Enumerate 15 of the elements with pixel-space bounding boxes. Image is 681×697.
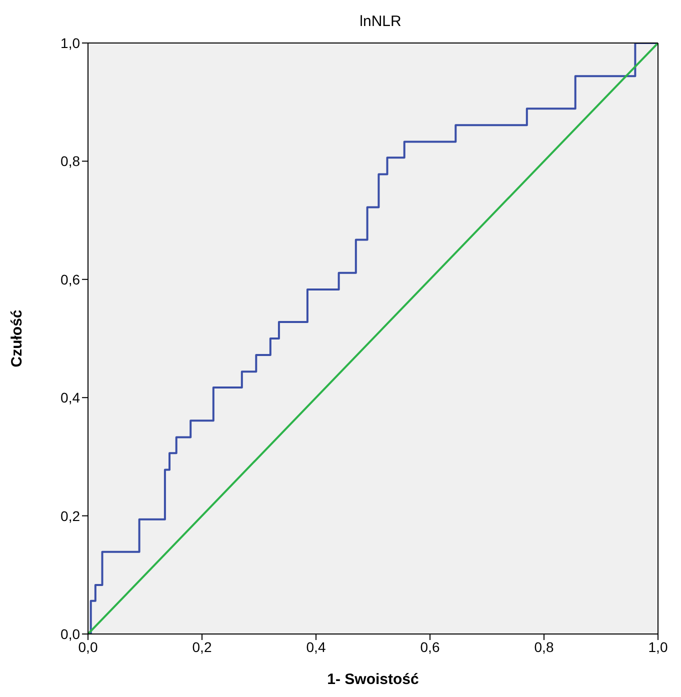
x-tick-label: 0,2 xyxy=(192,638,212,655)
y-tick-label: 0,6 xyxy=(60,271,80,288)
y-tick-label: 0,2 xyxy=(60,508,80,524)
y-tick-label: 0,8 xyxy=(60,153,80,170)
y-tick-label: 0,4 xyxy=(60,390,80,406)
x-tick-label: 0,6 xyxy=(420,638,440,655)
chart-title: lnNLR xyxy=(358,12,402,32)
x-tick-label: 1,0 xyxy=(648,638,668,655)
y-tick-label: 0,0 xyxy=(60,626,80,642)
y-tick-label: 1,0 xyxy=(60,34,80,51)
x-axis-title: 1- Swoistość xyxy=(327,671,419,688)
x-tick-label: 0,0 xyxy=(78,638,98,655)
x-tick-label: 0,8 xyxy=(534,638,554,655)
x-tick-label: 0,4 xyxy=(306,638,326,655)
y-axis-title: Czułość xyxy=(8,310,26,368)
